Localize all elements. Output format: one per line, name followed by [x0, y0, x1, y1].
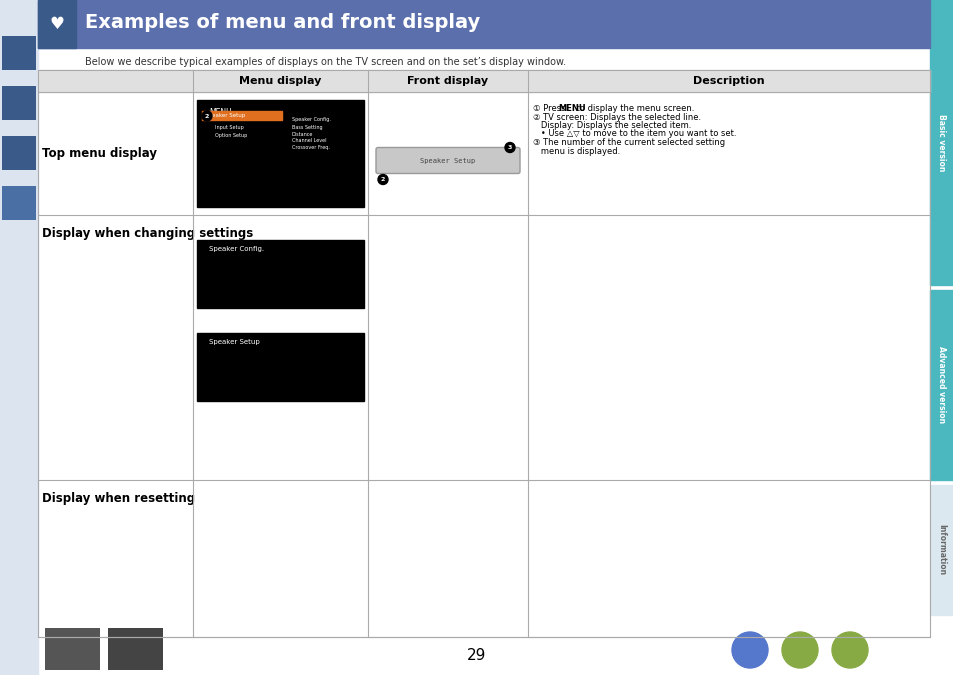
Text: ♥: ♥	[50, 15, 65, 33]
Bar	[0, 0, 38, 675]
Text: Speaker Setup: Speaker Setup	[420, 157, 476, 163]
Bar	[2, 186, 36, 220]
Bar	[929, 0, 953, 285]
Text: Menu display: Menu display	[239, 76, 321, 86]
Text: Option Setup: Option Setup	[214, 132, 247, 138]
Text: ③ The number of the current selected setting: ③ The number of the current selected set…	[533, 138, 724, 147]
FancyBboxPatch shape	[375, 148, 519, 173]
Circle shape	[831, 632, 867, 668]
Bar	[196, 240, 364, 308]
Text: Front display: Front display	[407, 76, 488, 86]
Bar	[38, 0, 76, 48]
Text: Information: Information	[937, 524, 945, 576]
Text: ② TV screen: Displays the selected line.: ② TV screen: Displays the selected line.	[533, 113, 700, 122]
Text: Display: Displays the selected item.: Display: Displays the selected item.	[533, 121, 691, 130]
Bar	[929, 290, 953, 480]
Text: to display the menu screen.: to display the menu screen.	[573, 104, 694, 113]
Text: Display when resetting: Display when resetting	[42, 492, 195, 505]
Text: • Use △▽ to move to the item you want to set.: • Use △▽ to move to the item you want to…	[533, 130, 736, 138]
Circle shape	[731, 632, 767, 668]
Text: 2: 2	[380, 177, 385, 182]
Text: Speaker Setup: Speaker Setup	[209, 339, 259, 345]
Text: Display when changing settings: Display when changing settings	[42, 227, 253, 240]
Bar	[2, 36, 36, 70]
Circle shape	[377, 175, 388, 184]
Circle shape	[504, 142, 515, 153]
Bar	[45, 628, 100, 670]
Bar	[929, 485, 953, 615]
Circle shape	[781, 632, 817, 668]
Text: Speaker Config.: Speaker Config.	[292, 117, 331, 122]
Text: Speaker Config.: Speaker Config.	[209, 246, 264, 252]
Text: Channel Level: Channel Level	[292, 138, 326, 144]
Text: 29: 29	[467, 647, 486, 662]
Text: Bass Setting: Bass Setting	[292, 124, 322, 130]
Text: menu is displayed.: menu is displayed.	[533, 146, 619, 155]
Text: ① Press: ① Press	[533, 104, 568, 113]
Text: Distance: Distance	[292, 132, 313, 136]
Text: Basic version: Basic version	[937, 114, 945, 171]
Text: MENU: MENU	[558, 104, 585, 113]
Text: 2: 2	[205, 113, 209, 119]
Bar	[196, 333, 364, 401]
Circle shape	[202, 111, 212, 121]
Text: Below we describe typical examples of displays on the TV screen and on the set’s: Below we describe typical examples of di…	[85, 57, 565, 67]
Bar	[108, 628, 163, 670]
Text: Top menu display: Top menu display	[42, 147, 157, 160]
Text: 3: 3	[507, 145, 512, 150]
Bar	[2, 136, 36, 170]
Bar	[202, 111, 282, 120]
Text: Description: Description	[693, 76, 764, 86]
Text: MENU: MENU	[209, 108, 232, 117]
Text: Input Setup: Input Setup	[214, 126, 244, 130]
Text: Advanced version: Advanced version	[937, 346, 945, 424]
Text: Crossover Freq.: Crossover Freq.	[292, 146, 330, 151]
Bar	[38, 0, 929, 48]
Text: Speaker Setup: Speaker Setup	[205, 113, 245, 118]
Bar	[38, 70, 929, 637]
Bar	[196, 100, 364, 207]
Text: Examples of menu and front display: Examples of menu and front display	[85, 13, 479, 32]
Bar	[2, 86, 36, 120]
Bar	[38, 70, 929, 92]
